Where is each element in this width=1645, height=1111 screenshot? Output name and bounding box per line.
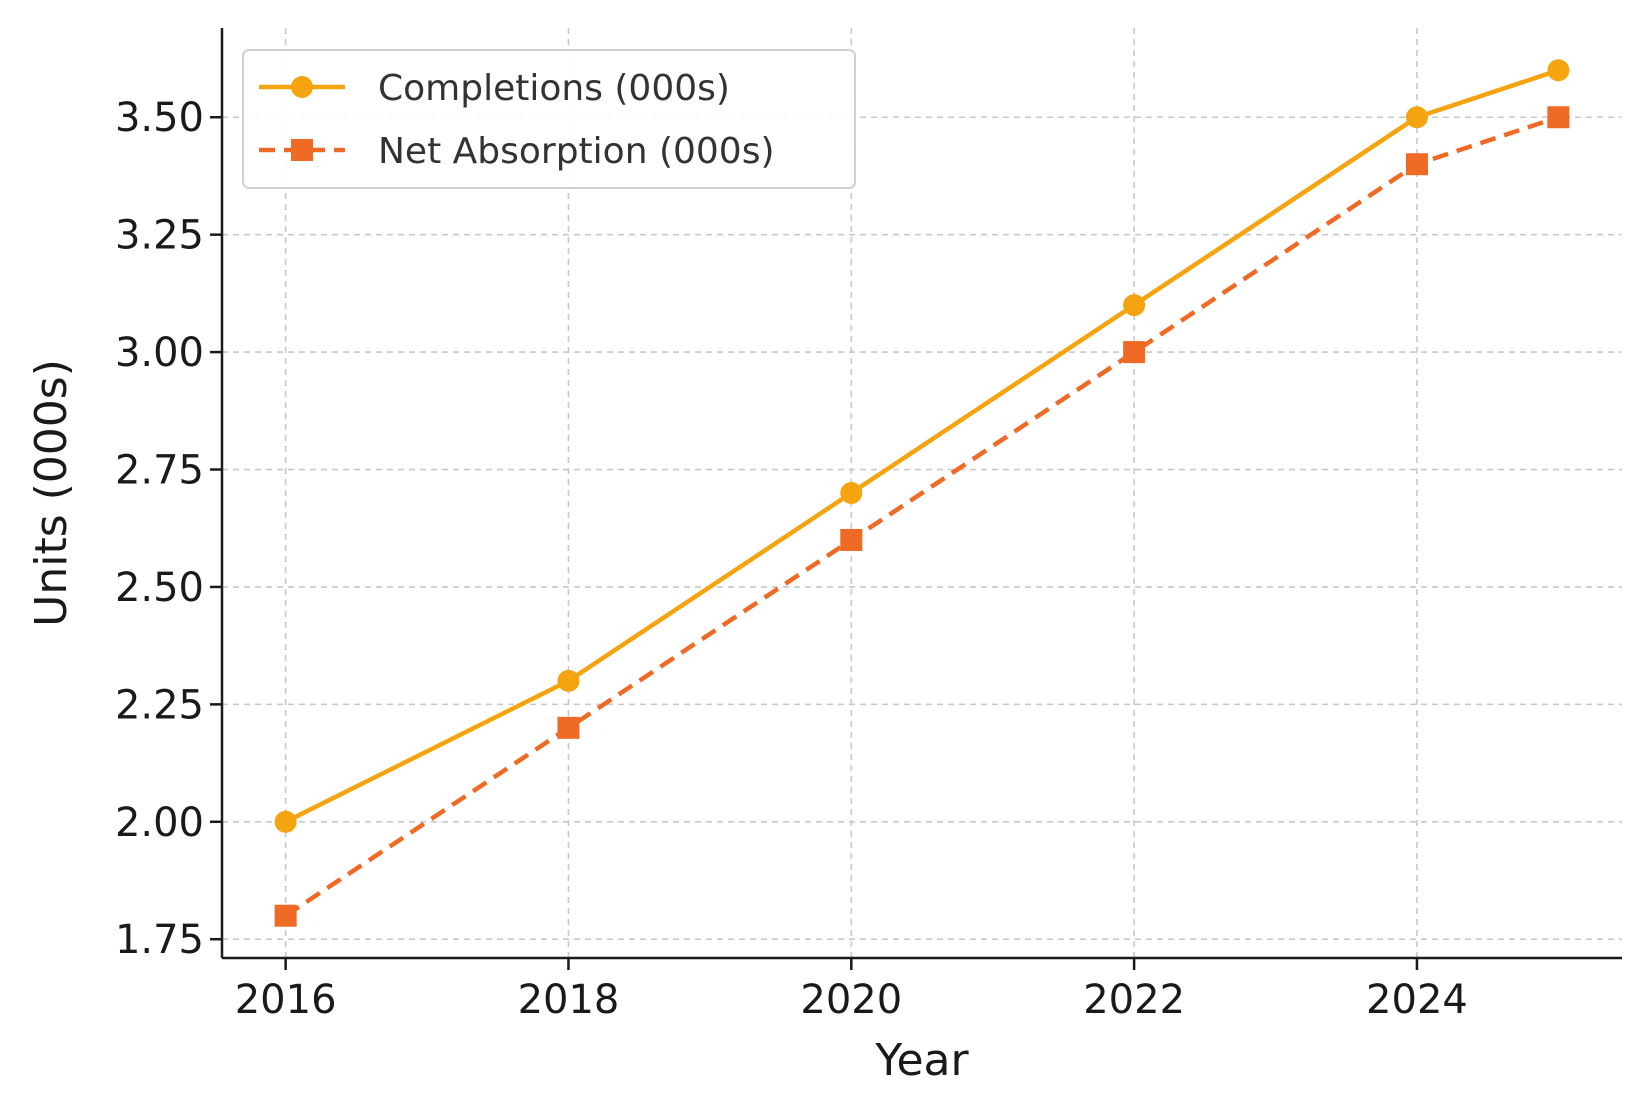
legend-label-1: Net Absorption (000s) — [378, 131, 775, 172]
y-tick-label: 2.00 — [115, 800, 204, 846]
data-point-circle — [840, 482, 863, 504]
data-point-circle — [557, 669, 580, 692]
data-point-square — [840, 528, 863, 551]
x-tick-label: 2022 — [1083, 977, 1185, 1023]
legend-box — [242, 49, 856, 189]
data-point-circle — [1123, 294, 1146, 317]
y-axis-title: Units (000s) — [26, 359, 77, 627]
data-point-square — [1123, 341, 1146, 364]
y-tick-label: 3.50 — [115, 95, 204, 141]
data-point-circle — [274, 810, 297, 833]
data-point-square — [1547, 106, 1570, 129]
x-tick-label: 2024 — [1366, 977, 1468, 1023]
axes — [210, 28, 1622, 970]
y-tick-label: 1.75 — [115, 917, 204, 963]
data-point-square — [557, 716, 580, 739]
legend: Completions (000s) Net Absorption (000s) — [242, 49, 856, 189]
data-point-square — [1405, 153, 1428, 176]
data-point-circle — [1405, 106, 1428, 129]
legend-marker-square — [291, 139, 313, 161]
legend-label-0: Completions (000s) — [378, 68, 730, 109]
y-tick-label: 2.50 — [115, 565, 204, 611]
y-tick-label: 3.25 — [115, 213, 204, 259]
data-point-square — [274, 904, 297, 927]
tick-labels: 2016 2018 2020 2022 2024 1.75 2.00 2.25 2.50 2.75… — [115, 95, 1468, 1023]
x-axis-title: Year — [874, 1035, 969, 1086]
y-tick-label: 2.25 — [115, 682, 204, 728]
series-line-1 — [284, 115, 1560, 918]
y-tick-label: 3.00 — [115, 330, 204, 376]
series-lines — [274, 59, 1570, 927]
x-tick-label: 2020 — [800, 977, 902, 1023]
x-tick-label: 2018 — [518, 977, 620, 1023]
y-tick-label: 2.75 — [115, 448, 204, 494]
series-line-0 — [284, 68, 1560, 824]
x-tick-label: 2016 — [235, 977, 337, 1023]
legend-marker-circle — [291, 76, 313, 98]
data-point-circle — [1547, 59, 1570, 82]
